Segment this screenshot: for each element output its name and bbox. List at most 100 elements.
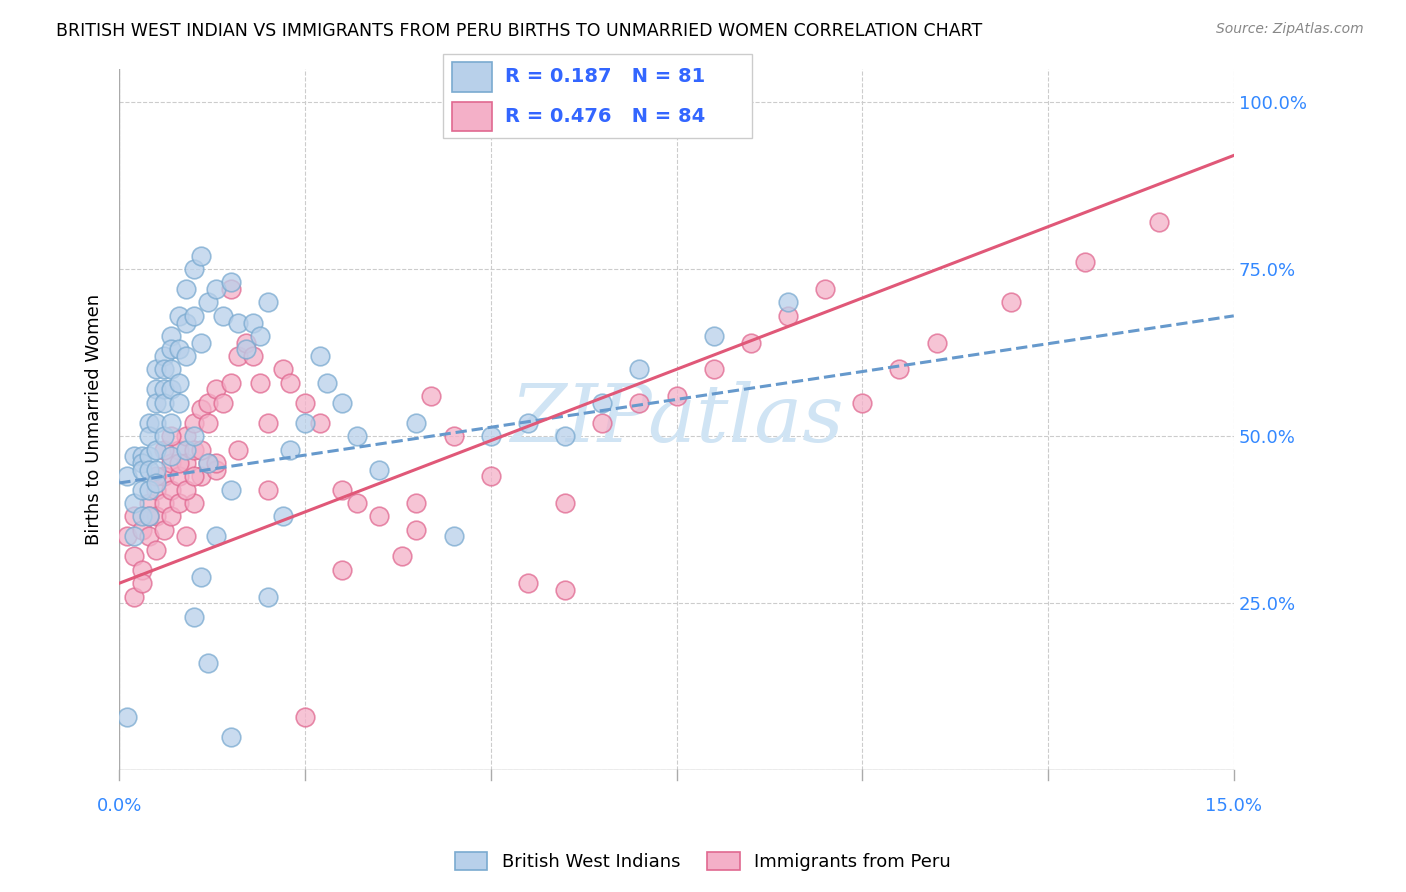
Point xyxy=(309,349,332,363)
Point xyxy=(197,456,219,470)
Point xyxy=(226,316,249,330)
Point xyxy=(174,483,197,497)
Point xyxy=(249,376,271,390)
Point xyxy=(190,249,212,263)
Point xyxy=(405,496,427,510)
Point xyxy=(115,469,138,483)
Point xyxy=(167,496,190,510)
Point xyxy=(330,483,353,497)
Point xyxy=(330,563,353,577)
Point xyxy=(226,349,249,363)
Point xyxy=(131,483,153,497)
Point xyxy=(197,456,219,470)
Point xyxy=(420,389,443,403)
Point xyxy=(160,383,183,397)
Point xyxy=(776,295,799,310)
Point xyxy=(183,609,205,624)
Point xyxy=(271,362,294,376)
Point xyxy=(174,316,197,330)
Point xyxy=(167,309,190,323)
Point xyxy=(115,710,138,724)
Point xyxy=(294,396,316,410)
Point xyxy=(160,456,183,470)
Point xyxy=(257,416,280,430)
Point xyxy=(235,335,257,350)
Point xyxy=(160,483,183,497)
Point xyxy=(257,295,280,310)
Point xyxy=(167,442,190,457)
Point xyxy=(138,416,160,430)
Point xyxy=(145,462,167,476)
Point xyxy=(219,483,242,497)
Point xyxy=(131,509,153,524)
Point xyxy=(212,309,235,323)
Point xyxy=(190,442,212,457)
Point xyxy=(145,396,167,410)
Point xyxy=(205,462,228,476)
Point xyxy=(167,396,190,410)
Point xyxy=(242,316,264,330)
FancyBboxPatch shape xyxy=(443,54,752,138)
Point xyxy=(479,469,502,483)
Point xyxy=(138,529,160,543)
Point xyxy=(212,396,235,410)
Point xyxy=(160,449,183,463)
Point xyxy=(219,276,242,290)
Point xyxy=(703,362,725,376)
Point xyxy=(138,462,160,476)
Point xyxy=(443,429,465,443)
Point xyxy=(1074,255,1097,269)
Point xyxy=(160,362,183,376)
Point xyxy=(115,529,138,543)
Point xyxy=(219,730,242,744)
Point xyxy=(138,483,160,497)
Point xyxy=(122,590,145,604)
Point xyxy=(131,563,153,577)
Point xyxy=(145,509,167,524)
Point xyxy=(235,343,257,357)
Point xyxy=(174,349,197,363)
Point xyxy=(242,349,264,363)
Point xyxy=(516,576,538,591)
Point xyxy=(776,309,799,323)
Point xyxy=(405,416,427,430)
Point xyxy=(309,416,332,430)
Point xyxy=(138,509,160,524)
Point xyxy=(122,529,145,543)
Point xyxy=(183,469,205,483)
Point xyxy=(219,376,242,390)
Point xyxy=(160,343,183,357)
Point xyxy=(294,710,316,724)
Point xyxy=(889,362,911,376)
Point xyxy=(814,282,837,296)
Point xyxy=(145,542,167,557)
Point xyxy=(628,396,651,410)
Point xyxy=(190,569,212,583)
Point xyxy=(591,396,613,410)
Legend: British West Indians, Immigrants from Peru: British West Indians, Immigrants from Pe… xyxy=(447,845,959,879)
Point xyxy=(145,442,167,457)
Point xyxy=(160,429,183,443)
Point xyxy=(167,376,190,390)
Point xyxy=(138,509,160,524)
Point xyxy=(183,442,205,457)
Point xyxy=(167,456,190,470)
Point xyxy=(703,329,725,343)
Point xyxy=(122,496,145,510)
Point xyxy=(368,462,391,476)
Point xyxy=(145,475,167,490)
Point xyxy=(516,416,538,430)
Point xyxy=(138,429,160,443)
Point xyxy=(190,335,212,350)
Point xyxy=(368,509,391,524)
Point xyxy=(391,549,413,564)
Text: 15.0%: 15.0% xyxy=(1205,797,1263,815)
Point xyxy=(153,362,176,376)
Point xyxy=(1000,295,1022,310)
Point xyxy=(330,396,353,410)
Point xyxy=(591,416,613,430)
Point xyxy=(138,496,160,510)
Point xyxy=(145,362,167,376)
Point xyxy=(160,416,183,430)
Point xyxy=(257,590,280,604)
